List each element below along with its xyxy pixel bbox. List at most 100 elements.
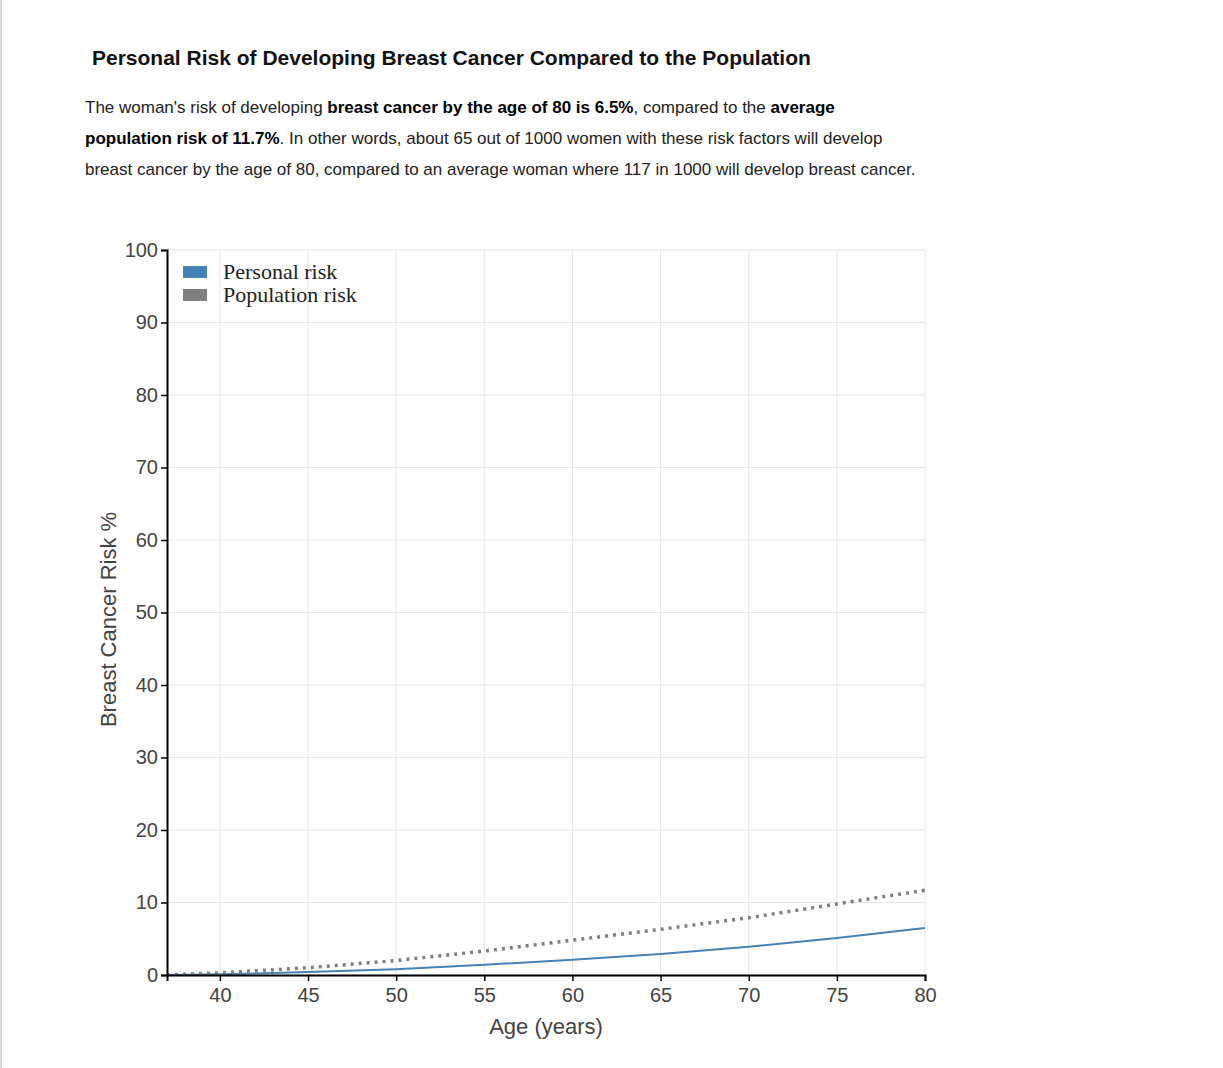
grid-line-x — [836, 250, 837, 975]
x-tick-label: 65 — [650, 984, 672, 1006]
y-tick: 100 — [125, 239, 167, 261]
page-border — [0, 0, 2, 1068]
x-tick: 45 — [297, 975, 319, 1006]
y-tick: 10 — [136, 891, 167, 913]
x-tick-label: 55 — [474, 984, 496, 1006]
bold-text: average — [771, 98, 835, 117]
y-tick: 20 — [136, 819, 167, 841]
grid-line-y — [167, 322, 925, 323]
y-tick-label: 60 — [136, 529, 158, 551]
grid-line-y — [167, 540, 925, 541]
description-line: The woman's risk of developing breast ca… — [85, 92, 915, 123]
y-tick: 80 — [136, 384, 167, 406]
grid-line-x — [219, 250, 220, 975]
x-tick: 80 — [914, 975, 936, 1006]
grid-line-y — [167, 902, 925, 903]
legend-label: Personal risk — [223, 259, 337, 284]
y-tick-mark — [161, 830, 167, 832]
legend-label: Population risk — [223, 282, 357, 307]
grid-line-x — [572, 250, 573, 975]
legend-swatch — [183, 289, 207, 301]
description-line: breast cancer by the age of 80, compared… — [85, 154, 915, 185]
y-axis-title: Breast Cancer Risk % — [96, 512, 121, 727]
text: The woman's risk of developing — [85, 98, 327, 117]
text: breast cancer by the age of 80, compared… — [85, 160, 915, 179]
y-tick-label: 30 — [136, 746, 158, 768]
x-tick-mark — [220, 975, 222, 981]
y-tick-label: 80 — [136, 384, 158, 406]
y-tick-mark — [161, 975, 167, 977]
x-tick-label: 75 — [826, 984, 848, 1006]
x-tick-label: 70 — [738, 984, 760, 1006]
y-axis-line — [161, 251, 168, 976]
y-tick-mark — [161, 322, 167, 324]
x-tick-mark — [837, 975, 839, 981]
title: Personal Risk of Developing Breast Cance… — [92, 46, 811, 70]
grid-line-x — [308, 250, 309, 975]
y-tick-label: 100 — [125, 239, 158, 261]
grid-line-x — [660, 250, 661, 975]
bold-text: breast cancer by the age of 80 is 6.5% — [327, 98, 633, 117]
x-tick-mark — [396, 975, 398, 981]
legend: Personal riskPopulation risk — [183, 259, 357, 307]
text: . In other words, about 65 out of 1000 w… — [280, 129, 883, 148]
x-tick: 50 — [386, 975, 408, 1006]
y-tick: 50 — [136, 601, 167, 623]
y-tick: 0 — [147, 964, 167, 986]
grid-line-y — [167, 612, 925, 613]
x-tick-label: 80 — [914, 984, 936, 1006]
x-axis: 40 45 50 55 60 65 70 75 80 — [168, 975, 937, 1006]
y-tick-mark — [161, 395, 167, 397]
x-tick: 65 — [650, 975, 672, 1006]
text: , compared to the — [633, 98, 770, 117]
y-tick-mark — [161, 250, 167, 252]
y-axis: 0102030405060708090100 — [125, 239, 168, 986]
y-tick-label: 50 — [136, 601, 158, 623]
x-tick-label: 40 — [209, 984, 231, 1006]
y-tick-mark — [161, 902, 167, 904]
grid-line-x — [925, 250, 926, 975]
description: The woman's risk of developing breast ca… — [85, 92, 915, 185]
grid-line-y — [167, 395, 925, 396]
x-tick-mark — [484, 975, 486, 981]
legend-swatch — [183, 266, 207, 278]
grid — [167, 250, 925, 975]
y-tick-label: 40 — [136, 674, 158, 696]
x-tick-label: 60 — [562, 984, 584, 1006]
x-tick: 55 — [474, 975, 496, 1006]
grid-line-x — [396, 250, 397, 975]
x-tick-mark — [572, 975, 574, 981]
grid-line-y — [167, 685, 925, 686]
y-tick-mark — [161, 685, 167, 687]
x-tick: 70 — [738, 975, 760, 1006]
y-tick-mark — [161, 540, 167, 542]
series-line — [167, 890, 925, 975]
y-tick-label: 70 — [136, 456, 158, 478]
bold-text: population risk of 11.7% — [85, 129, 280, 148]
grid-line-x — [484, 250, 485, 975]
x-tick-mark — [660, 975, 662, 981]
grid-line-y — [167, 250, 925, 251]
grid-line-x — [748, 250, 749, 975]
description-line: population risk of 11.7%. In other words… — [85, 123, 915, 154]
y-tick: 40 — [136, 674, 167, 696]
grid-line-y — [167, 757, 925, 758]
grid-line-y — [167, 830, 925, 831]
x-tick: 40 — [209, 975, 231, 1006]
x-tick-mark — [925, 975, 927, 981]
y-tick-label: 10 — [136, 891, 158, 913]
y-tick-label: 20 — [136, 819, 158, 841]
chart: 4045505560657075800102030405060708090100… — [0, 0, 1223, 1068]
y-tick-mark — [161, 757, 167, 759]
y-tick: 70 — [136, 456, 167, 478]
plot-area — [167, 890, 925, 975]
x-tick-label: 50 — [386, 984, 408, 1006]
y-tick: 30 — [136, 746, 167, 768]
x-tick-mark — [748, 975, 750, 981]
y-tick-mark — [161, 467, 167, 469]
x-axis-line — [168, 976, 926, 982]
x-axis-title: Age (years) — [489, 1014, 603, 1039]
grid-line-y — [167, 467, 925, 468]
x-tick-mark — [308, 975, 310, 981]
x-tick: 60 — [562, 975, 584, 1006]
